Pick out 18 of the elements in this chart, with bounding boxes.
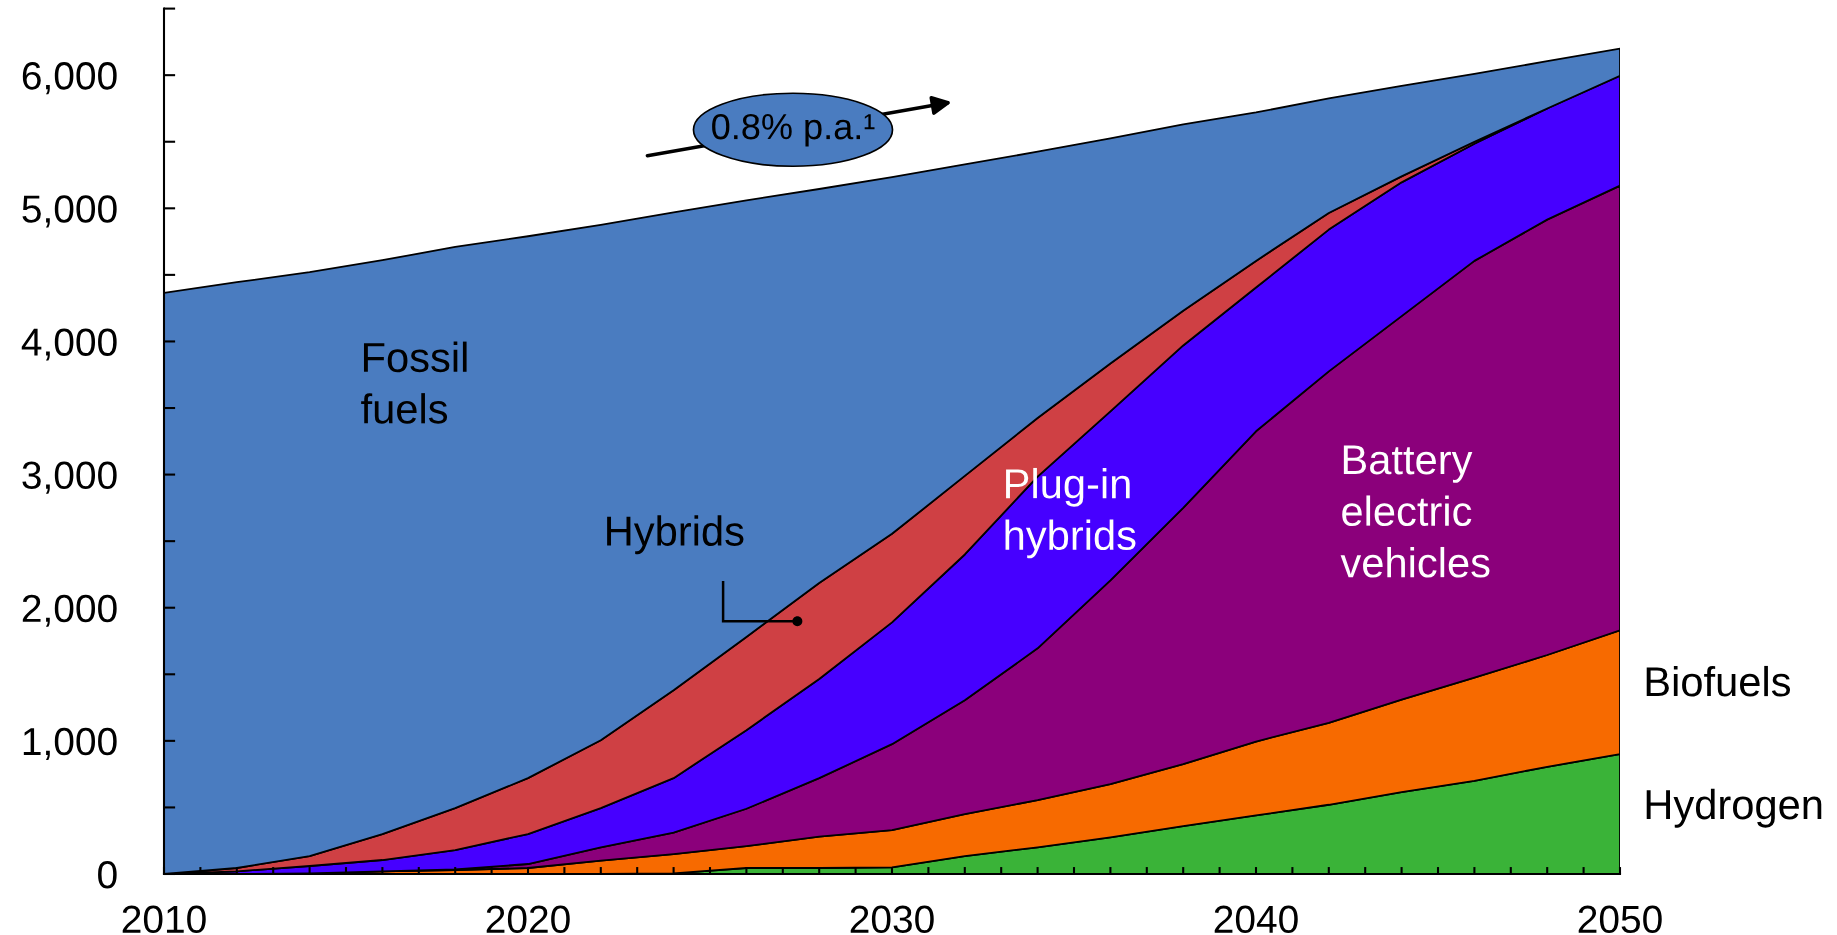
series-label: Hydrogen xyxy=(1646,788,1822,828)
series-label: Hybrids xyxy=(607,515,744,555)
x-tick-label: 2010 xyxy=(122,905,206,934)
series-label: Battery electric vehicles xyxy=(1340,445,1490,578)
series-label: Fossil fuels xyxy=(361,341,467,424)
x-tick-label: 2030 xyxy=(850,905,934,934)
y-tick-label: 2,000 xyxy=(22,594,117,627)
y-tick-label: 3,000 xyxy=(22,461,117,494)
y-tick-label: 4,000 xyxy=(21,328,117,361)
x-tick-label: 2020 xyxy=(486,905,570,934)
x-tick-label: 2040 xyxy=(1214,905,1298,934)
y-tick-label: 6,000 xyxy=(22,62,117,95)
y-tick-label: 5,000 xyxy=(22,195,117,228)
series-label: Biofuels xyxy=(1646,665,1791,697)
x-tick-label: 2050 xyxy=(1578,905,1662,934)
y-tick-label: 0 xyxy=(98,860,117,889)
annotation: 0.8% p.a.¹ xyxy=(712,113,875,147)
y-tick-label: 1,000 xyxy=(23,727,117,760)
